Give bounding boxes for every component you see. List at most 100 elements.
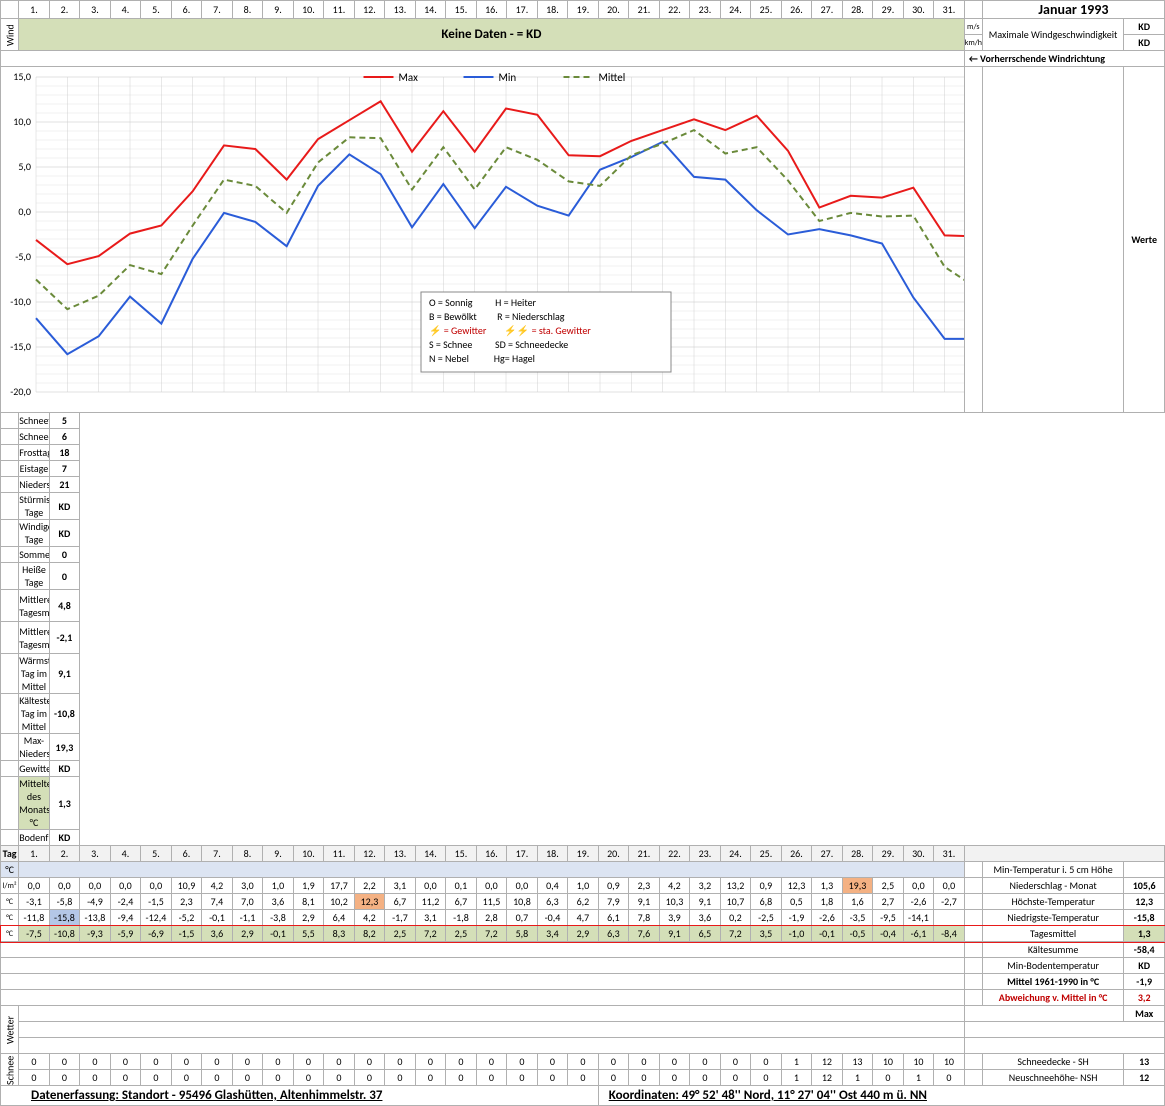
data-cell: -6,1 [903,926,934,942]
footer-left: Datenerfassung: Standort - 95496 Glashüt… [1,1086,599,1106]
data-cell: 1,0 [263,878,294,894]
day-header: 21. [629,1,660,19]
schnee-cell: 0 [598,1054,629,1070]
svg-text:⚡ = Gewitter ⚡⚡ = sta.: ⚡ = Gewitter ⚡⚡ = sta. Gewitter [429,324,591,337]
stat-value: 18 [49,445,80,461]
day-header: 20. [598,1,629,19]
werte-label: Werte [1124,67,1165,413]
schnee-cell: 0 [659,1070,690,1086]
wind-unit1: m/s [964,19,982,35]
data-cell: 0,0 [110,878,141,894]
schnee-cell: 0 [232,1070,263,1086]
data-cell: -3,1 [19,894,50,910]
day-col: 18. [537,846,568,862]
data-cell: 19,3 [842,878,873,894]
day-header: 19. [568,1,599,19]
data-cell: 7,8 [629,910,660,926]
schnee-cell: 0 [415,1070,446,1086]
day-col: 20. [598,846,629,862]
data-cell: 4,2 [659,878,690,894]
day-header: 5. [141,1,172,19]
data-cell: 6,4 [324,910,355,926]
schnee-cell: 0 [324,1054,355,1070]
schnee-cell: 0 [263,1054,294,1070]
schnee-cell: 0 [110,1054,141,1070]
data-cell: 4,2 [354,910,385,926]
day-header: 12. [354,1,385,19]
day-header: 6. [171,1,202,19]
data-cell: 4,2 [202,878,233,894]
data-cell: -1,0 [781,926,812,942]
data-cell: 2,9 [568,926,599,942]
schnee-cell: 0 [476,1054,507,1070]
schnee-cell: 0 [720,1054,751,1070]
day-header: 26. [781,1,812,19]
day-col: 23. [690,846,721,862]
svg-text:5,0: 5,0 [18,160,31,173]
stat-label: Windige Tage [19,520,50,547]
schnee-cell: 0 [629,1070,660,1086]
data-cell: -4,9 [80,894,111,910]
data-cell: 6,3 [537,894,568,910]
day-col: 1. [19,846,50,862]
data-cell: 0,9 [751,878,782,894]
schnee-cell: 1 [903,1070,934,1086]
day-col: 12. [354,846,385,862]
data-cell: 3,9 [659,910,690,926]
svg-text:-5,0: -5,0 [15,250,31,263]
schnee-cell: 0 [629,1054,660,1070]
data-cell: 6,8 [751,894,782,910]
schnee-cell: 0 [385,1054,416,1070]
data-cell: -0,1 [263,926,294,942]
schnee-cell: 0 [507,1070,538,1086]
schnee-cell: 0 [232,1054,263,1070]
degc-label: °C [1,862,19,878]
day-header: 17. [507,1,538,19]
schnee-total: 12 [1124,1070,1165,1086]
tag-label: Tag [1,846,19,862]
data-cell: 3,2 [690,878,721,894]
stat-label: Kältester Tag im Mittel [19,694,50,734]
wind-kd1: KD [1124,19,1165,35]
data-cell: -7,5 [19,926,50,942]
schnee-cell: 0 [720,1070,751,1086]
extra-value: 3,2 [1124,990,1165,1006]
schnee-cell: 0 [171,1054,202,1070]
schnee-cell: 0 [476,1070,507,1086]
data-cell: 2,7 [873,894,904,910]
row-total: 12,3 [1124,894,1165,910]
wind-unit2: km/h [964,35,982,51]
data-cell: -2,6 [903,894,934,910]
data-cell: 0,0 [903,878,934,894]
data-cell: 10,7 [720,894,751,910]
schnee-cell: 0 [354,1070,385,1086]
row-total: 105,6 [1124,878,1165,894]
data-cell: 0,0 [934,878,965,894]
stat-label: Schneedeckentage [19,429,50,445]
day-header: 15. [446,1,477,19]
day-col: 26. [781,846,812,862]
day-col: 31. [934,846,965,862]
row-unit: l/m² [1,878,19,894]
stat-value: 0 [49,547,80,563]
schnee-cell: 1 [781,1054,812,1070]
data-cell: 7,6 [629,926,660,942]
data-cell: 7,2 [720,926,751,942]
data-cell: 3,1 [385,878,416,894]
data-cell: -1,8 [446,910,477,926]
data-cell: -14,1 [903,910,934,926]
data-cell: 10,9 [171,878,202,894]
data-cell: -6,9 [141,926,172,942]
day-col: 8. [232,846,263,862]
day-header: 11. [324,1,355,19]
data-cell: -1,9 [781,910,812,926]
stat-value: 19,3 [49,734,80,761]
schnee-cell: 13 [842,1054,873,1070]
day-col: 2. [49,846,80,862]
data-cell: 10,8 [507,894,538,910]
day-col: 19. [568,846,599,862]
data-cell: -12,4 [141,910,172,926]
svg-text:Max: Max [399,71,419,84]
stat-value: 7 [49,461,80,477]
extra-value: -1,9 [1124,974,1165,990]
